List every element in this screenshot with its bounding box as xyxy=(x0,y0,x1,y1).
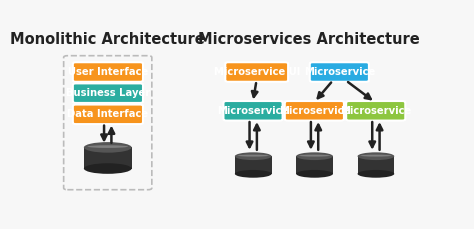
Text: Microservice: Microservice xyxy=(304,67,375,77)
Ellipse shape xyxy=(296,152,333,160)
Ellipse shape xyxy=(84,163,132,174)
Ellipse shape xyxy=(357,170,394,178)
FancyBboxPatch shape xyxy=(73,104,143,124)
Text: Microservice: Microservice xyxy=(279,106,350,116)
Text: Microservices Architecture: Microservices Architecture xyxy=(198,32,420,47)
Ellipse shape xyxy=(235,170,272,178)
FancyBboxPatch shape xyxy=(346,101,405,121)
Ellipse shape xyxy=(87,145,128,148)
FancyBboxPatch shape xyxy=(225,62,288,82)
Ellipse shape xyxy=(296,170,333,178)
Text: Monolithic Architecture: Monolithic Architecture xyxy=(10,32,205,47)
Ellipse shape xyxy=(235,152,272,160)
Polygon shape xyxy=(84,147,132,169)
Ellipse shape xyxy=(357,152,394,160)
Ellipse shape xyxy=(237,155,269,157)
Polygon shape xyxy=(357,156,394,174)
Ellipse shape xyxy=(84,142,132,153)
Text: Microservice: Microservice xyxy=(218,106,289,116)
Ellipse shape xyxy=(360,155,392,157)
Text: Microservice UI: Microservice UI xyxy=(213,67,300,77)
FancyBboxPatch shape xyxy=(285,101,344,121)
FancyBboxPatch shape xyxy=(310,62,369,82)
FancyBboxPatch shape xyxy=(73,62,143,82)
Text: Business Layer: Business Layer xyxy=(66,88,150,98)
FancyBboxPatch shape xyxy=(223,101,283,121)
Text: User Interface: User Interface xyxy=(68,67,148,77)
Ellipse shape xyxy=(299,155,330,157)
Text: Data Interface: Data Interface xyxy=(67,109,148,119)
Polygon shape xyxy=(235,156,272,174)
Polygon shape xyxy=(296,156,333,174)
Text: Microservice: Microservice xyxy=(340,106,411,116)
FancyBboxPatch shape xyxy=(73,83,143,103)
